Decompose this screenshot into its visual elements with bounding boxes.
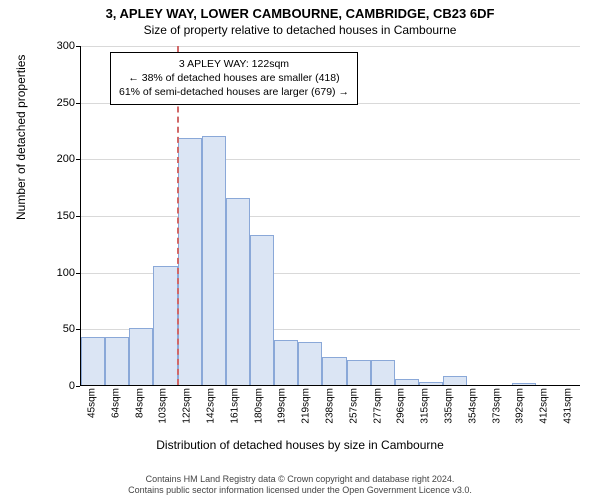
chart-title-block: 3, APLEY WAY, LOWER CAMBOURNE, CAMBRIDGE… <box>0 0 600 37</box>
histogram-bar <box>250 235 274 385</box>
histogram-bar <box>226 198 250 385</box>
footer-attribution: Contains HM Land Registry data © Crown c… <box>0 474 600 497</box>
chart-title-line1: 3, APLEY WAY, LOWER CAMBOURNE, CAMBRIDGE… <box>0 6 600 21</box>
y-tick-mark <box>76 46 80 47</box>
annotation-line2: ← 38% of detached houses are smaller (41… <box>119 71 349 85</box>
histogram-bar <box>443 376 467 385</box>
x-tick-label: 84sqm <box>134 388 145 418</box>
x-tick-label: 277sqm <box>372 388 383 424</box>
histogram-bar <box>322 357 346 385</box>
annotation-line1: 3 APLEY WAY: 122sqm <box>119 57 349 71</box>
chart-title-line2: Size of property relative to detached ho… <box>0 23 600 37</box>
y-tick-label: 100 <box>45 267 75 279</box>
y-tick-label: 300 <box>45 40 75 52</box>
y-tick-label: 250 <box>45 97 75 109</box>
x-axis-label: Distribution of detached houses by size … <box>0 438 600 452</box>
x-tick-label: 142sqm <box>205 388 216 424</box>
y-tick-mark <box>76 216 80 217</box>
y-axis-label: Number of detached properties <box>14 55 28 220</box>
footer-line1: Contains HM Land Registry data © Crown c… <box>0 474 600 485</box>
x-tick-label: 122sqm <box>182 388 193 424</box>
y-tick-label: 50 <box>45 323 75 335</box>
histogram-bar <box>178 138 202 385</box>
histogram-bar <box>153 266 177 385</box>
y-tick-label: 200 <box>45 153 75 165</box>
histogram-bar <box>274 340 298 385</box>
x-tick-label: 373sqm <box>491 388 502 424</box>
x-tick-label: 103sqm <box>158 388 169 424</box>
x-tick-label: 199sqm <box>277 388 288 424</box>
histogram-bar <box>395 379 419 385</box>
histogram-bar <box>202 136 226 385</box>
histogram-bar <box>105 337 129 385</box>
histogram-bar <box>129 328 153 385</box>
x-tick-label: 431sqm <box>563 388 574 424</box>
x-tick-label: 392sqm <box>515 388 526 424</box>
x-tick-label: 45sqm <box>86 388 97 418</box>
y-tick-label: 0 <box>45 380 75 392</box>
annotation-box: 3 APLEY WAY: 122sqm ← 38% of detached ho… <box>110 52 358 105</box>
y-tick-mark <box>76 159 80 160</box>
histogram-bar <box>347 360 371 385</box>
y-tick-mark <box>76 386 80 387</box>
x-tick-label: 296sqm <box>396 388 407 424</box>
histogram-bar <box>512 383 536 385</box>
x-tick-label: 257sqm <box>348 388 359 424</box>
x-tick-label: 64sqm <box>110 388 121 418</box>
x-tick-label: 180sqm <box>253 388 264 424</box>
y-tick-label: 150 <box>45 210 75 222</box>
y-tick-mark <box>76 329 80 330</box>
x-tick-label: 161sqm <box>229 388 240 424</box>
histogram-bar <box>371 360 395 385</box>
footer-line2: Contains public sector information licen… <box>0 485 600 496</box>
histogram-bar <box>419 382 443 385</box>
y-tick-mark <box>76 103 80 104</box>
histogram-bar <box>81 337 105 385</box>
x-tick-label: 412sqm <box>539 388 550 424</box>
x-tick-label: 335sqm <box>444 388 455 424</box>
x-tick-label: 315sqm <box>420 388 431 424</box>
y-tick-mark <box>76 273 80 274</box>
annotation-line3: 61% of semi-detached houses are larger (… <box>119 85 349 99</box>
x-tick-label: 219sqm <box>301 388 312 424</box>
x-tick-label: 238sqm <box>325 388 336 424</box>
x-tick-label: 354sqm <box>467 388 478 424</box>
histogram-bar <box>298 342 322 385</box>
